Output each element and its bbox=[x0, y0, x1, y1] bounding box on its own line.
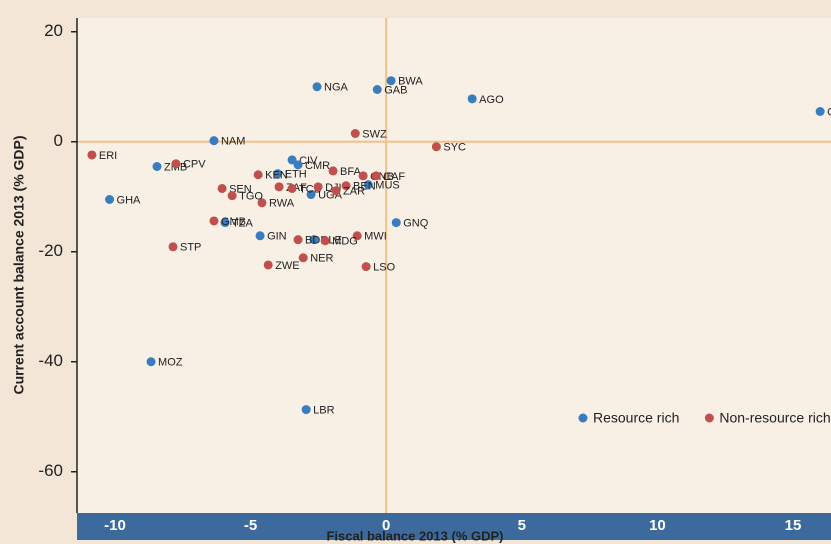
point-label: LSO bbox=[373, 262, 395, 274]
point-label: MWI bbox=[364, 231, 387, 243]
point bbox=[391, 218, 401, 228]
point-label: RWA bbox=[269, 198, 295, 210]
point bbox=[105, 195, 115, 204]
point-label: ZWE bbox=[275, 260, 299, 272]
point bbox=[293, 235, 303, 245]
point bbox=[209, 136, 219, 146]
y-tick-label: 20 bbox=[44, 21, 63, 40]
point-label: MUS bbox=[375, 180, 399, 192]
point bbox=[312, 82, 322, 92]
point-label: CAF bbox=[383, 171, 405, 183]
point-label: BWA bbox=[398, 76, 423, 88]
point bbox=[227, 191, 237, 201]
x-tick-label: 15 bbox=[785, 517, 802, 534]
point bbox=[287, 155, 297, 165]
point bbox=[217, 184, 227, 193]
point-label: MOZ bbox=[158, 357, 183, 369]
point bbox=[273, 169, 283, 179]
y-axis-title: Current account balance 2013 (% GDP) bbox=[11, 135, 27, 394]
point-label: GHA bbox=[117, 194, 141, 206]
point bbox=[255, 231, 265, 241]
point bbox=[386, 76, 396, 86]
x-tick-label: 10 bbox=[649, 517, 666, 534]
plot-area bbox=[77, 18, 831, 513]
point-label: NAM bbox=[221, 136, 245, 148]
point bbox=[328, 166, 338, 176]
point bbox=[371, 171, 381, 181]
point-label: BFA bbox=[340, 166, 361, 178]
point bbox=[320, 236, 330, 246]
point-label: SYC bbox=[443, 142, 466, 154]
point bbox=[263, 260, 273, 270]
point-label: NGA bbox=[324, 82, 349, 94]
x-axis-title: Fiscal balance 2013 (% GDP) bbox=[326, 528, 503, 543]
point bbox=[287, 184, 297, 193]
point bbox=[171, 159, 181, 169]
point-label: LBR bbox=[313, 405, 334, 417]
point bbox=[220, 218, 230, 228]
point bbox=[313, 182, 323, 192]
x-axis-band bbox=[77, 513, 831, 540]
point bbox=[168, 242, 178, 252]
point bbox=[301, 405, 311, 415]
point-label: KEN bbox=[265, 170, 288, 182]
x-tick-label: -5 bbox=[244, 517, 257, 534]
point bbox=[253, 170, 263, 180]
legend-label: Resource rich bbox=[593, 410, 679, 426]
point-label: BDI bbox=[305, 235, 323, 247]
point-label: TZA bbox=[232, 218, 253, 230]
point-label: ERI bbox=[99, 150, 117, 162]
point-label: MDG bbox=[332, 236, 358, 248]
x-tick-label: -10 bbox=[104, 517, 126, 534]
point-label: ETH bbox=[285, 169, 307, 181]
point-label: CPV bbox=[183, 159, 206, 171]
point-label: CIV bbox=[299, 155, 318, 167]
point bbox=[298, 253, 308, 263]
point bbox=[358, 171, 368, 181]
x-tick-label: 5 bbox=[518, 517, 526, 534]
point-label: GMB bbox=[221, 216, 246, 228]
point bbox=[306, 190, 316, 200]
y-tick-label: -20 bbox=[38, 241, 63, 260]
point bbox=[87, 150, 97, 160]
point-label: GAB bbox=[384, 84, 407, 96]
point-label: AGO bbox=[479, 94, 504, 106]
point-label: CMR bbox=[305, 160, 330, 172]
point-label: COG bbox=[827, 106, 831, 118]
point bbox=[152, 162, 162, 171]
point-label: SWZ bbox=[362, 128, 387, 140]
legend-marker bbox=[704, 413, 714, 423]
point bbox=[350, 129, 360, 138]
point bbox=[352, 231, 362, 241]
point bbox=[274, 182, 284, 192]
point bbox=[372, 85, 382, 94]
point bbox=[309, 235, 319, 245]
point-label: ZAR bbox=[343, 186, 365, 198]
point-label: GIN bbox=[267, 231, 287, 243]
point-label: NER bbox=[310, 253, 333, 265]
point bbox=[331, 186, 341, 196]
point bbox=[431, 142, 441, 152]
point bbox=[293, 160, 303, 170]
point bbox=[467, 94, 477, 104]
legend-label: Non-resource rich bbox=[719, 410, 830, 426]
y-tick-label: -40 bbox=[38, 351, 63, 370]
point-label: BEN bbox=[353, 181, 376, 193]
point-label: STP bbox=[180, 242, 201, 254]
y-tick-label: -60 bbox=[38, 461, 63, 480]
legend-marker bbox=[578, 413, 588, 423]
point bbox=[815, 107, 825, 116]
point bbox=[361, 262, 371, 272]
point bbox=[146, 357, 156, 367]
point bbox=[257, 198, 267, 208]
y-tick-label: 0 bbox=[54, 131, 63, 150]
point bbox=[209, 216, 219, 226]
point-label: TGO bbox=[239, 191, 263, 203]
point bbox=[341, 181, 351, 191]
point-label: GNQ bbox=[403, 218, 429, 230]
point bbox=[363, 180, 373, 190]
x-tick-label: 0 bbox=[382, 517, 390, 534]
